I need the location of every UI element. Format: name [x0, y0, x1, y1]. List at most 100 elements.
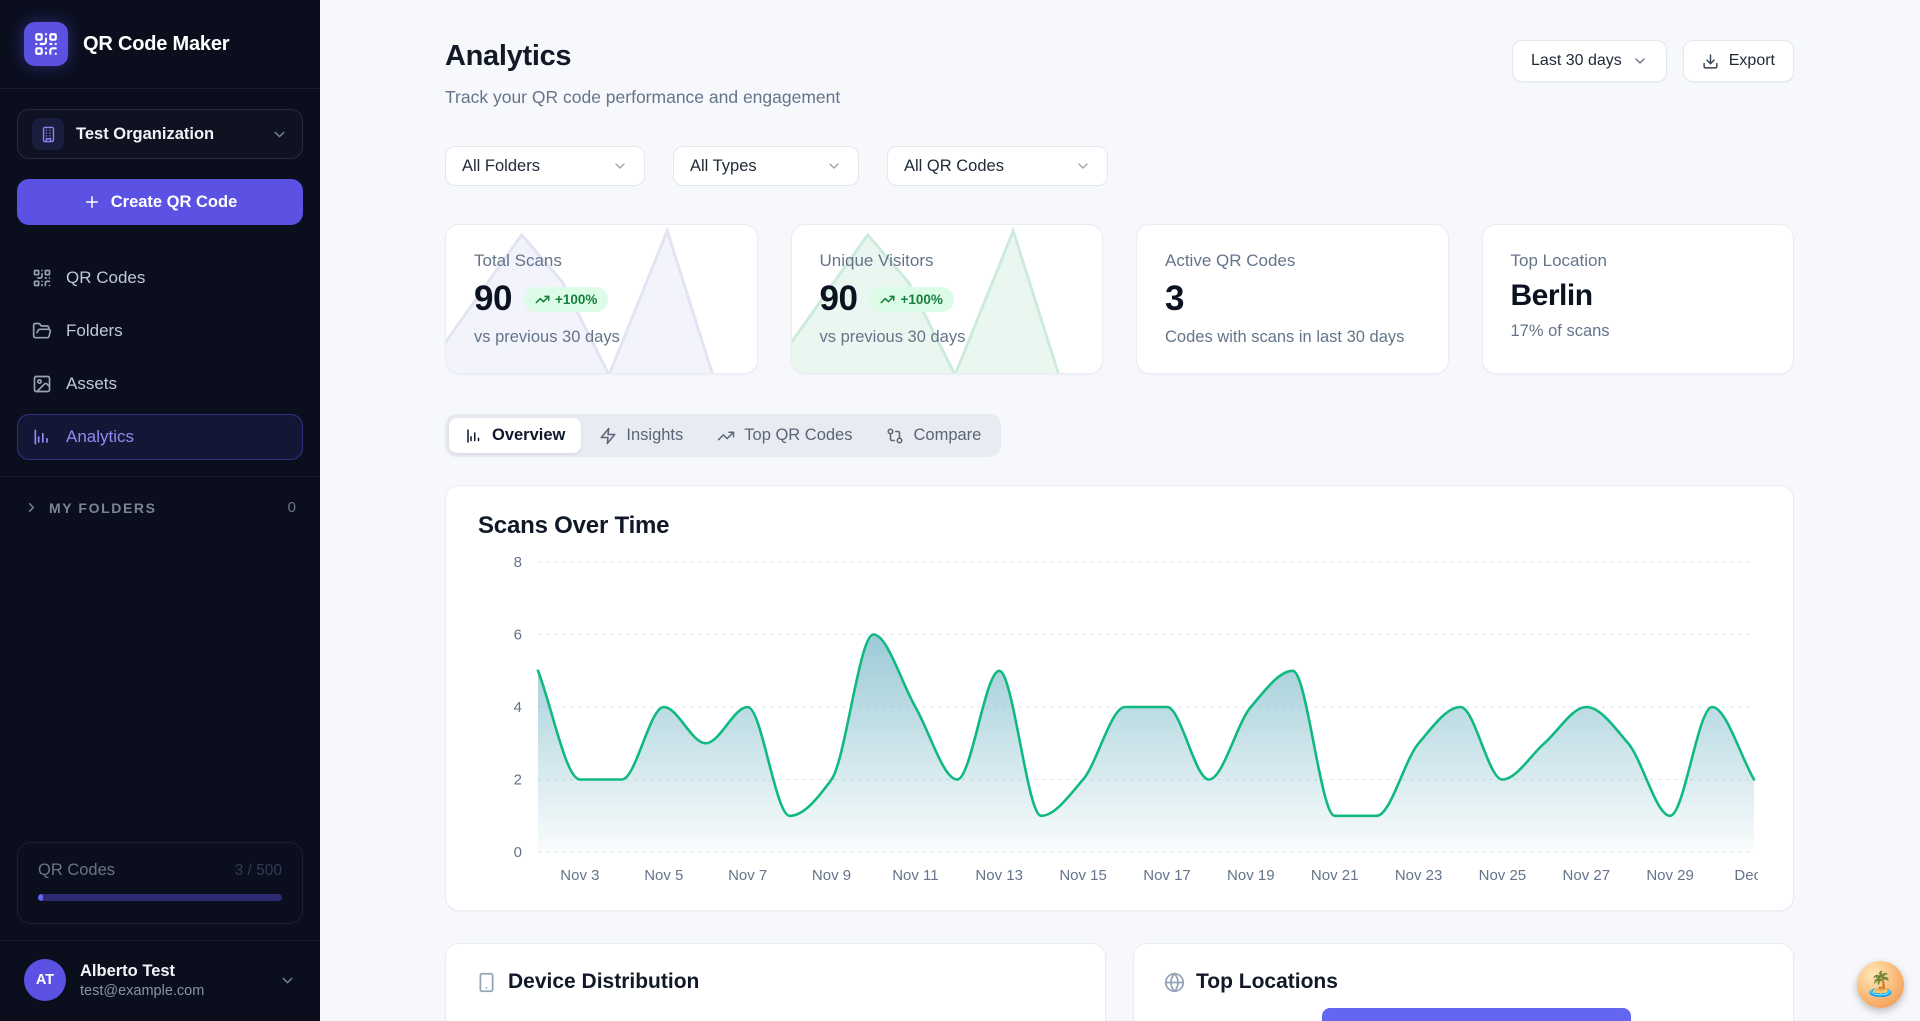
- svg-text:Nov 21: Nov 21: [1311, 867, 1359, 884]
- svg-text:Nov 9: Nov 9: [812, 867, 851, 884]
- svg-text:0: 0: [514, 844, 522, 861]
- stat-value: 90: [474, 279, 512, 318]
- location-row: Berlin: [1164, 1008, 1763, 1021]
- globe-icon: [1164, 972, 1185, 993]
- chevron-down-icon: [1075, 158, 1091, 174]
- svg-text:Nov 17: Nov 17: [1143, 867, 1191, 884]
- stat-badge: +100%: [523, 286, 609, 312]
- plus-icon: [83, 193, 101, 211]
- stat-badge-text: +100%: [554, 291, 598, 307]
- device-distribution-title: Device Distribution: [508, 970, 700, 993]
- svg-text:6: 6: [514, 627, 522, 644]
- my-folders-section[interactable]: MY FOLDERS 0: [0, 477, 320, 516]
- svg-text:Nov 13: Nov 13: [975, 867, 1023, 884]
- tab-overview[interactable]: Overview: [449, 418, 582, 453]
- sidebar-item-folders[interactable]: Folders: [17, 308, 303, 354]
- sidebar-item-label: Assets: [66, 374, 118, 393]
- stat-label: Active QR Codes: [1165, 251, 1296, 270]
- sparkline-decoration: [446, 226, 714, 373]
- my-folders-label: MY FOLDERS: [49, 499, 157, 516]
- usage-progress-fill: [38, 894, 43, 901]
- zap-icon: [600, 427, 616, 444]
- folder-icon: [32, 321, 52, 341]
- organization-selector[interactable]: Test Organization: [17, 109, 303, 159]
- sidebar-bottom: QR Codes 3 / 500 AT Alberto Test test@ex…: [0, 842, 320, 1021]
- qr-usage-card: QR Codes 3 / 500: [17, 842, 303, 924]
- qr-code-filter-value: All QR Codes: [904, 156, 1004, 175]
- stat-value: Berlin: [1510, 279, 1594, 312]
- app-logo: [24, 22, 68, 66]
- bar-chart-icon: [467, 428, 480, 443]
- svg-text:Dec 1: Dec 1: [1734, 867, 1758, 884]
- tab-top-qr-codes[interactable]: Top QR Codes: [701, 418, 868, 453]
- user-meta: Alberto Test test@example.com: [80, 962, 265, 999]
- bar-chart-icon: [32, 427, 52, 447]
- folder-filter-select[interactable]: All Folders: [445, 146, 645, 186]
- stat-card-unique-visitors: Unique Visitors 90 +100% vs previous 30 …: [790, 224, 1103, 374]
- tab-label: Compare: [913, 426, 982, 444]
- svg-text:4: 4: [514, 699, 522, 716]
- image-icon: [32, 374, 52, 394]
- export-button[interactable]: Export: [1682, 40, 1794, 82]
- top-locations-title: Top Locations: [1196, 970, 1338, 993]
- building-icon: [32, 118, 64, 150]
- top-locations-card: Top Locations Berlin: [1133, 943, 1794, 1021]
- stat-label: Total Scans: [474, 251, 562, 270]
- svg-text:Nov 29: Nov 29: [1646, 867, 1694, 884]
- island-widget-button[interactable]: 🏝️: [1857, 961, 1904, 1008]
- tab-compare[interactable]: Compare: [870, 418, 997, 453]
- app-title: QR Code Maker: [83, 32, 230, 55]
- stat-subtext: 17% of scans: [1510, 322, 1610, 340]
- stat-badge-text: +100%: [900, 291, 943, 307]
- usage-value: 3 / 500: [234, 862, 282, 879]
- stat-subtext: Codes with scans in last 30 days: [1165, 328, 1405, 346]
- chevron-down-icon: [271, 126, 288, 143]
- svg-text:Nov 27: Nov 27: [1563, 867, 1611, 884]
- stat-value: 3: [1165, 279, 1184, 318]
- sidebar-item-label: QR Codes: [66, 268, 146, 287]
- chevron-down-icon: [279, 972, 296, 989]
- trending-up-icon: [880, 295, 895, 303]
- stat-subtext: vs previous 30 days: [819, 328, 966, 346]
- analytics-tabs: Overview Insights Top QR Codes Compare: [445, 414, 1002, 457]
- scans-over-time-card: Scans Over Time 0 2 4 6 8 Nov 3 Nov 5 Nov 7 Nov …: [445, 485, 1794, 911]
- svg-text:Nov 19: Nov 19: [1227, 867, 1275, 884]
- sidebar-item-label: Folders: [66, 321, 123, 340]
- sparkline-decoration: [791, 226, 1060, 373]
- avatar: AT: [24, 959, 66, 1001]
- tab-insights[interactable]: Insights: [583, 418, 699, 453]
- sidebar-item-qr-codes[interactable]: QR Codes: [17, 255, 303, 301]
- date-range-label: Last 30 days: [1531, 52, 1622, 69]
- my-folders-count: 0: [287, 499, 296, 516]
- tab-label: Top QR Codes: [744, 426, 853, 444]
- user-menu[interactable]: AT Alberto Test test@example.com: [0, 940, 320, 1021]
- svg-text:Nov 23: Nov 23: [1395, 867, 1443, 884]
- svg-text:8: 8: [514, 554, 522, 571]
- trending-up-icon: [718, 431, 735, 440]
- download-icon: [1702, 53, 1719, 70]
- usage-label: QR Codes: [38, 861, 116, 879]
- folder-filter-value: All Folders: [462, 156, 540, 175]
- stat-card-top-location: Top Location Berlin 17% of scans: [1481, 224, 1794, 374]
- type-filter-select[interactable]: All Types: [673, 146, 859, 186]
- chevron-down-icon: [1632, 53, 1648, 69]
- chevron-down-icon: [826, 158, 842, 174]
- create-qr-code-button[interactable]: Create QR Code: [17, 179, 303, 225]
- svg-text:Nov 3: Nov 3: [560, 867, 599, 884]
- sidebar-item-assets[interactable]: Assets: [17, 361, 303, 407]
- date-range-selector[interactable]: Last 30 days: [1512, 40, 1667, 82]
- page-subtitle: Track your QR code performance and engag…: [445, 87, 841, 107]
- sidebar-nav: QR Codes Folders Assets: [0, 255, 320, 460]
- svg-text:Nov 25: Nov 25: [1479, 867, 1527, 884]
- trending-up-icon: [535, 295, 550, 303]
- type-filter-value: All Types: [690, 156, 757, 175]
- sidebar-header: QR Code Maker: [0, 0, 320, 89]
- device-distribution-card: Device Distribution: [445, 943, 1106, 1021]
- qr-code-filter-select[interactable]: All QR Codes: [887, 146, 1108, 186]
- sidebar-item-label: Analytics: [66, 427, 135, 446]
- svg-text:2: 2: [514, 772, 522, 789]
- stat-subtext: vs previous 30 days: [474, 328, 620, 346]
- svg-text:Nov 5: Nov 5: [644, 867, 683, 884]
- sidebar-item-analytics[interactable]: Analytics: [17, 414, 303, 460]
- page-title: Analytics: [445, 40, 572, 72]
